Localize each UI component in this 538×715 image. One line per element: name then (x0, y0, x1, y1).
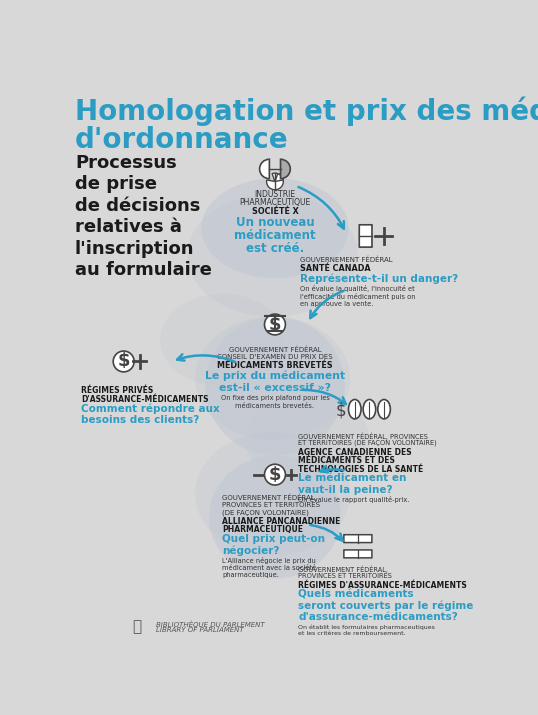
Text: GOUVERNEMENT FÉDÉRAL, PROVINCES: GOUVERNEMENT FÉDÉRAL, PROVINCES (298, 433, 428, 440)
Text: Processus: Processus (75, 154, 177, 172)
FancyArrowPatch shape (321, 466, 344, 473)
Text: AGENCE CANADIENNE DES: AGENCE CANADIENNE DES (298, 448, 412, 457)
Text: L'Alliance négocie le prix du: L'Alliance négocie le prix du (222, 557, 316, 564)
Text: TECHNOLOGIES DE LA SANTÉ: TECHNOLOGIES DE LA SANTÉ (298, 465, 423, 473)
Text: CONSEIL D'EXAMEN DU PRIX DES: CONSEIL D'EXAMEN DU PRIX DES (217, 354, 333, 360)
Circle shape (265, 464, 286, 485)
Text: pharmaceutique.: pharmaceutique. (222, 573, 279, 578)
Text: (DE FAÇON VOLONTAIRE): (DE FAÇON VOLONTAIRE) (222, 509, 309, 516)
Text: Quels médicaments: Quels médicaments (298, 589, 414, 599)
Wedge shape (267, 173, 284, 189)
Text: D'ASSURANCE-MÉDICAMENTS: D'ASSURANCE-MÉDICAMENTS (81, 395, 209, 403)
FancyArrowPatch shape (310, 291, 344, 318)
Text: SOCIÉTÉ X: SOCIÉTÉ X (252, 207, 299, 216)
Ellipse shape (209, 455, 341, 578)
Ellipse shape (378, 400, 391, 419)
Text: médicament: médicament (234, 229, 316, 242)
Text: et les critères de remboursement.: et les critères de remboursement. (298, 631, 406, 636)
Text: GOUVERNEMENT FÉDÉRAL,: GOUVERNEMENT FÉDÉRAL, (222, 494, 317, 501)
Text: ⛪: ⛪ (132, 619, 141, 634)
Text: d'ordonnance: d'ordonnance (75, 126, 288, 154)
Text: vaut-il la peine?: vaut-il la peine? (298, 485, 393, 495)
Text: Un nouveau: Un nouveau (236, 216, 314, 229)
FancyArrowPatch shape (302, 390, 346, 404)
Text: de prise: de prise (75, 175, 157, 193)
Text: RÉGIMES D'ASSURANCE-MÉDICAMENTS: RÉGIMES D'ASSURANCE-MÉDICAMENTS (298, 581, 467, 590)
Ellipse shape (187, 194, 358, 317)
Text: médicament avec la société: médicament avec la société (222, 565, 316, 571)
Text: PROVINCES ET TERRITOIRES: PROVINCES ET TERRITOIRES (222, 502, 320, 508)
Text: On évalue le rapport qualité-prix.: On évalue le rapport qualité-prix. (298, 496, 409, 503)
Circle shape (265, 314, 286, 335)
Circle shape (113, 351, 134, 372)
Ellipse shape (363, 400, 376, 419)
Text: négocier?: négocier? (222, 546, 280, 556)
Text: est-il « excessif »?: est-il « excessif »? (219, 383, 331, 393)
FancyArrowPatch shape (299, 187, 344, 229)
Ellipse shape (245, 394, 370, 486)
Text: au formulaire: au formulaire (75, 262, 212, 280)
Text: $: $ (268, 315, 281, 333)
Text: l'efficacité du médicament puis on: l'efficacité du médicament puis on (300, 293, 415, 300)
Text: On évalue la qualité, l'innocuité et: On évalue la qualité, l'innocuité et (300, 285, 414, 292)
Text: besoins des clients?: besoins des clients? (81, 415, 200, 425)
Wedge shape (260, 159, 270, 179)
Text: PHARMACEUTIQUE: PHARMACEUTIQUE (239, 198, 310, 207)
Text: Homologation et prix des médicaments: Homologation et prix des médicaments (75, 97, 538, 126)
Ellipse shape (201, 178, 349, 278)
Text: de décisions: de décisions (75, 197, 200, 214)
Text: MÉDICAMENTS ET DES: MÉDICAMENTS ET DES (298, 456, 395, 465)
Ellipse shape (160, 294, 284, 386)
Text: MÉDICAMENTS BREVETÉS: MÉDICAMENTS BREVETÉS (217, 362, 333, 370)
Text: relatives à: relatives à (75, 218, 182, 236)
FancyBboxPatch shape (344, 535, 372, 543)
Text: PHARMACEUTIQUE: PHARMACEUTIQUE (222, 526, 303, 535)
Text: médicaments brevetés.: médicaments brevetés. (236, 403, 314, 409)
Ellipse shape (349, 400, 361, 419)
Text: RÉGIMES PRIVÉS: RÉGIMES PRIVÉS (81, 386, 153, 395)
Text: ALLIANCE PANCANADIENNE: ALLIANCE PANCANADIENNE (222, 517, 341, 526)
Text: LIBRARY OF PARLIAMENT: LIBRARY OF PARLIAMENT (157, 627, 244, 633)
Text: est créé.: est créé. (246, 242, 304, 255)
Text: Représente-t-il un danger?: Représente-t-il un danger? (300, 274, 458, 284)
Ellipse shape (195, 317, 350, 440)
Text: INDUSTRIE: INDUSTRIE (254, 189, 295, 199)
Ellipse shape (195, 433, 350, 556)
Text: $: $ (117, 352, 130, 370)
Text: PROVINCES ET TERRITOIRES: PROVINCES ET TERRITOIRES (298, 573, 392, 579)
Text: Le médicament en: Le médicament en (298, 473, 407, 483)
Text: SANTÉ CANADA: SANTÉ CANADA (300, 265, 370, 273)
Text: BIBLIOTHÈQUE DU PARLEMENT: BIBLIOTHÈQUE DU PARLEMENT (157, 620, 265, 628)
Wedge shape (280, 159, 291, 179)
Text: Comment répondre aux: Comment répondre aux (81, 403, 220, 413)
FancyBboxPatch shape (359, 225, 372, 247)
Text: GOUVERNEMENT FÉDÉRAL: GOUVERNEMENT FÉDÉRAL (300, 257, 392, 263)
Text: $: $ (336, 402, 346, 420)
Text: en approuve la vente.: en approuve la vente. (300, 300, 373, 307)
FancyArrowPatch shape (310, 525, 343, 541)
Text: d'assurance-médicaments?: d'assurance-médicaments? (298, 613, 458, 623)
Text: On fixe des prix plafond pour les: On fixe des prix plafond pour les (221, 395, 329, 401)
Text: Le prix du médicament: Le prix du médicament (205, 370, 345, 381)
Text: GOUVERNEMENT FÉDÉRAL,: GOUVERNEMENT FÉDÉRAL, (298, 566, 388, 573)
FancyBboxPatch shape (344, 550, 372, 558)
Text: Quel prix peut-on: Quel prix peut-on (222, 534, 325, 544)
Text: On établit les formulaires pharmaceutiques: On établit les formulaires pharmaceutiqu… (298, 624, 435, 629)
Wedge shape (275, 174, 283, 182)
Text: ET TERRITOIRES (DE FAÇON VOLONTAIRE): ET TERRITOIRES (DE FAÇON VOLONTAIRE) (298, 440, 437, 446)
Text: $: $ (268, 465, 281, 483)
Text: seront couverts par le régime: seront couverts par le régime (298, 601, 473, 611)
Text: GOUVERNEMENT FÉDÉRAL: GOUVERNEMENT FÉDÉRAL (229, 346, 321, 352)
Text: l'inscription: l'inscription (75, 240, 195, 258)
Ellipse shape (205, 317, 345, 455)
FancyArrowPatch shape (177, 355, 235, 362)
